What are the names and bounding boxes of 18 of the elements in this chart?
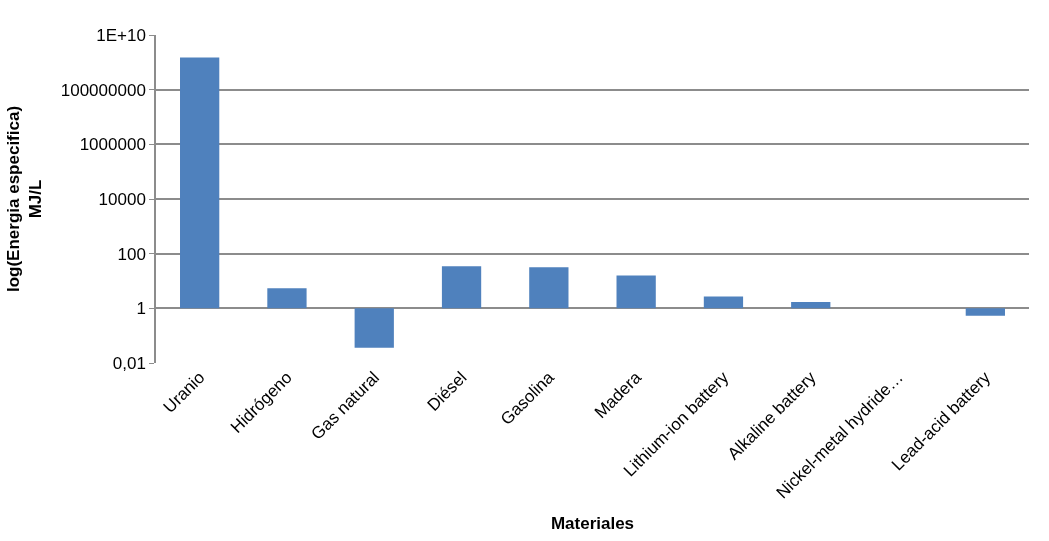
bar bbox=[529, 267, 569, 309]
bar bbox=[616, 275, 656, 309]
y-tick-label: 1E+10 bbox=[96, 25, 146, 45]
bar bbox=[267, 288, 307, 309]
bar bbox=[791, 302, 831, 309]
bar bbox=[354, 308, 394, 348]
y-tick-label: 1000000 bbox=[79, 135, 146, 155]
x-axis-title: Materiales bbox=[550, 513, 635, 533]
bar bbox=[180, 57, 220, 309]
y-tick-label: 1 bbox=[136, 299, 146, 319]
bar bbox=[441, 266, 482, 309]
bar bbox=[703, 296, 744, 309]
bar bbox=[965, 308, 1005, 316]
y-tick-label: 100 bbox=[117, 244, 146, 264]
y-tick-label: 10000 bbox=[98, 189, 146, 209]
y-axis-title: log(Energia especifica) MJ/L bbox=[3, 105, 45, 293]
y-tick-label: 100000000 bbox=[60, 80, 146, 100]
y-tick-label: 0,01 bbox=[112, 353, 146, 373]
